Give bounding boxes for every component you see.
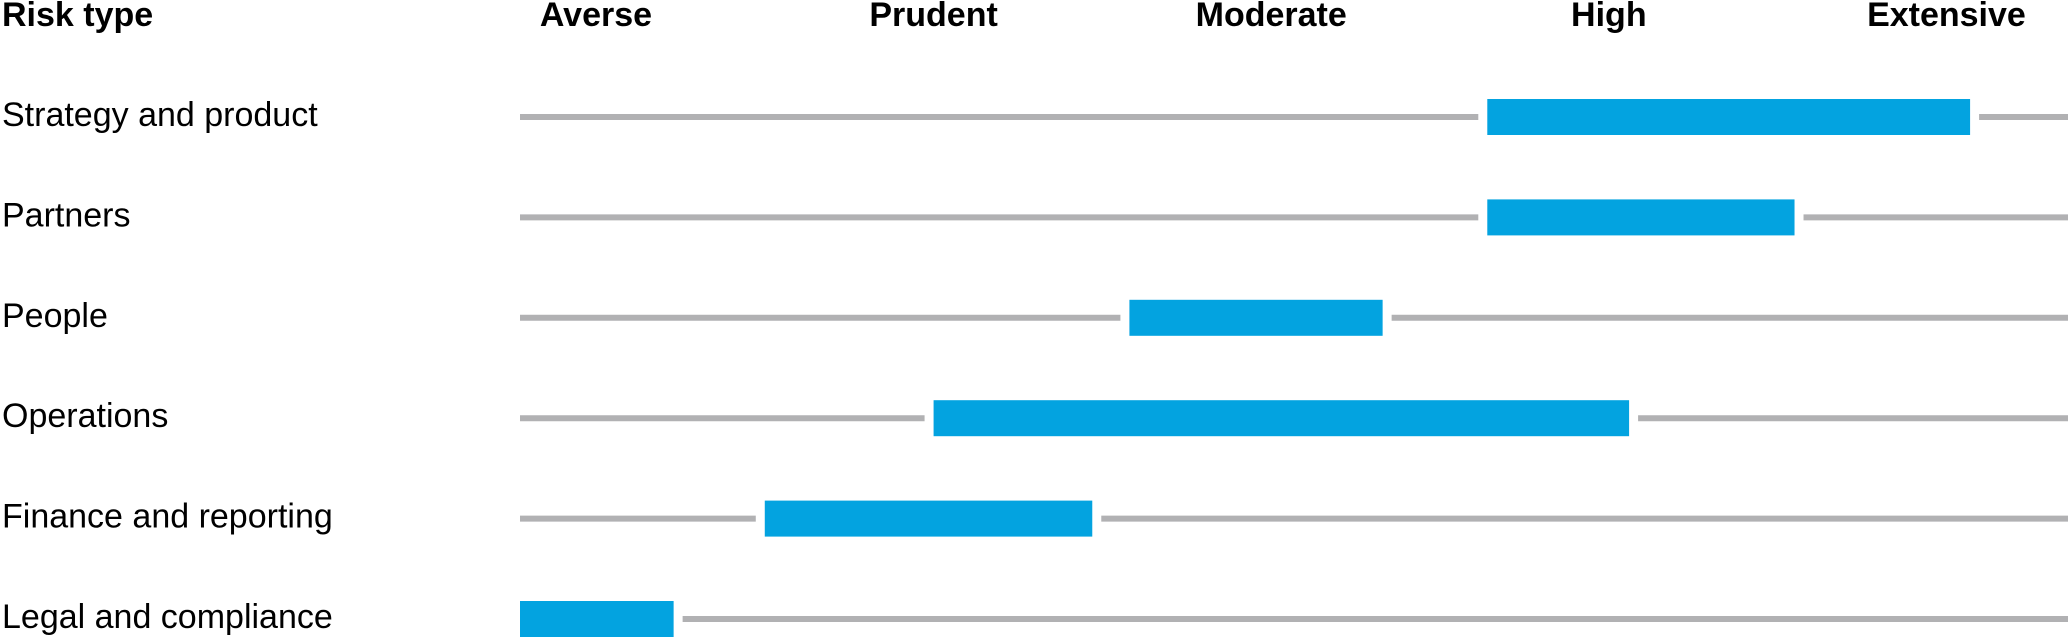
range-bar xyxy=(1487,99,1971,135)
row-label: Finance and reporting xyxy=(2,498,333,536)
row-label: People xyxy=(2,297,108,335)
x-tick-label: Averse xyxy=(540,0,652,34)
row-label: Operations xyxy=(2,397,168,435)
row-header: Risk type xyxy=(2,0,153,34)
x-tick-label: High xyxy=(1571,0,1647,34)
range-bar xyxy=(1487,199,1795,236)
range-bar xyxy=(933,400,1630,437)
x-tick-label: Extensive xyxy=(1867,0,2026,34)
x-tick-label: Prudent xyxy=(869,0,997,34)
row-label: Strategy and product xyxy=(2,96,318,134)
row-label: Legal and compliance xyxy=(2,598,333,636)
x-tick-label: Moderate xyxy=(1196,0,1347,34)
range-bar xyxy=(520,601,674,637)
range-bar xyxy=(1129,299,1383,336)
row-label: Partners xyxy=(2,196,131,234)
range-bar xyxy=(764,500,1093,537)
